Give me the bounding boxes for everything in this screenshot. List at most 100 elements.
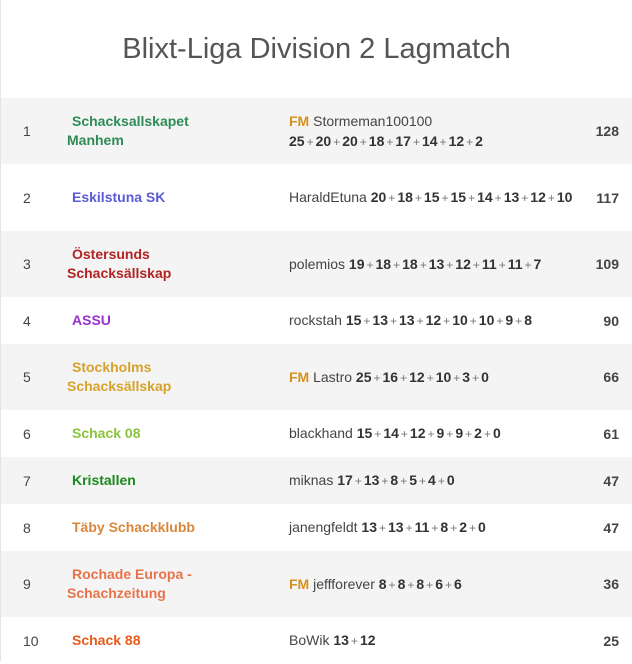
player-name[interactable]: BoWik	[289, 632, 334, 648]
plus-sign: +	[412, 134, 420, 149]
player-name[interactable]: Lastro	[313, 368, 356, 385]
team-link[interactable]: Rochade Europa - Schachzeitung	[67, 551, 289, 617]
plus-sign: +	[388, 577, 396, 592]
team-link[interactable]: Schacksallskapet Manhem	[67, 98, 289, 164]
table-row: 10 Schack 88 BoWik 13 +12 25	[1, 617, 632, 664]
team-link[interactable]: Eskilstuna SK	[67, 164, 289, 231]
player-score: 2	[475, 132, 483, 149]
player-scores-cell: blackhand 15 +14 +12 +9 +9 +2 +0	[289, 410, 589, 457]
player-name[interactable]: rockstah	[289, 312, 346, 328]
plus-sign: +	[389, 314, 397, 328]
plus-sign: +	[453, 370, 461, 385]
player-score: 3	[462, 368, 471, 385]
table-row: 5 Stockholms Schacksällskap FM Lastro 25 +1…	[1, 344, 632, 410]
player-score: 18	[397, 189, 413, 205]
plus-sign: +	[515, 314, 523, 328]
player-score: 12	[448, 132, 465, 149]
player-name[interactable]: janengfeldt	[289, 519, 362, 535]
player-score: 7	[533, 255, 542, 272]
plus-sign: +	[359, 134, 367, 149]
table-row: 7 Kristallen miknas 17 +13 +8 +5 +4 +0 47	[1, 457, 632, 504]
team-name[interactable]: ASSU	[72, 312, 111, 328]
player-scores-cell: HaraldEtuna 20 +18 +15 +15 +14 +13 +12 +10	[289, 164, 589, 231]
player-score: 15	[356, 425, 373, 441]
player-scores-cell: polemios 19 +18 +18 +13 +12 +11 +11 +7	[289, 231, 589, 297]
player-score: 18	[402, 255, 418, 272]
player-name[interactable]: Stormeman100100	[313, 112, 433, 129]
player-score: 13	[503, 189, 520, 205]
team-name[interactable]: Schacksallskapet Manhem	[67, 113, 189, 148]
team-name[interactable]: Rochade Europa - Schachzeitung	[67, 566, 192, 601]
player-score: 18	[375, 255, 392, 272]
team-name[interactable]: Täby Schackklubb	[72, 519, 195, 535]
plus-sign: +	[381, 474, 389, 488]
plus-sign: +	[465, 427, 473, 441]
player-score: 8	[524, 312, 532, 328]
player-score: 9	[505, 312, 514, 328]
player-name[interactable]: HaraldEtuna	[289, 189, 371, 205]
player-scores-cell: BoWik 13 +12	[289, 617, 589, 664]
plus-sign: +	[378, 521, 386, 535]
player-name[interactable]: polemios	[289, 255, 349, 272]
team-link[interactable]: Täby Schackklubb	[67, 504, 289, 551]
plus-sign: +	[350, 634, 358, 648]
table-row: 2 Eskilstuna SK HaraldEtuna 20 +18 +15 +15 +14…	[1, 164, 632, 231]
plus-sign: +	[426, 577, 434, 592]
player-score: 5	[409, 472, 418, 488]
plus-sign: +	[444, 577, 452, 592]
team-name[interactable]: Schack 88	[72, 632, 141, 648]
plus-sign: +	[419, 257, 427, 272]
plus-sign: +	[547, 191, 555, 205]
plus-sign: +	[333, 134, 341, 149]
team-name[interactable]: Kristallen	[72, 472, 136, 488]
plus-sign: +	[374, 427, 382, 441]
plus-sign: +	[405, 521, 413, 535]
plus-sign: +	[450, 521, 458, 535]
plus-sign: +	[472, 370, 480, 385]
team-link[interactable]: Schack 08	[67, 410, 289, 457]
plus-sign: +	[494, 191, 502, 205]
player-score: 8	[378, 575, 387, 592]
player-score: 13	[363, 472, 380, 488]
player-score: 13	[428, 255, 445, 272]
plus-sign: +	[400, 370, 408, 385]
plus-sign: +	[407, 577, 415, 592]
player-name[interactable]: blackhand	[289, 425, 357, 441]
plus-sign: +	[524, 257, 532, 272]
team-name[interactable]: Schack 08	[72, 425, 141, 441]
player-score: 9	[455, 425, 464, 441]
player-score: 2	[474, 425, 482, 441]
player-score: 8	[397, 575, 406, 592]
player-score: 13	[333, 632, 349, 648]
player-score: 8	[440, 519, 449, 535]
plus-sign: +	[472, 257, 480, 272]
player-score: 14	[477, 189, 493, 205]
team-link[interactable]: Östersunds Schacksällskap	[67, 231, 289, 297]
team-link[interactable]: ASSU	[67, 297, 289, 344]
team-total: 128	[595, 123, 619, 139]
page-title: Blixt-Liga Division 2 Lagmatch	[122, 32, 511, 65]
team-link[interactable]: Kristallen	[67, 457, 289, 504]
plus-sign: +	[468, 191, 476, 205]
team-link[interactable]: Stockholms Schacksällskap	[67, 344, 289, 410]
team-name[interactable]: Stockholms Schacksällskap	[67, 359, 172, 394]
standings-table: 1 Schacksallskapet Manhem FM Stormeman1001…	[1, 98, 632, 664]
player-score: 12	[359, 632, 376, 648]
player-score: 20	[315, 132, 332, 149]
plus-sign: +	[416, 314, 424, 328]
team-name[interactable]: Östersunds Schacksällskap	[67, 246, 172, 281]
team-name[interactable]: Eskilstuna SK	[72, 189, 166, 205]
plus-sign: +	[466, 134, 474, 149]
plus-sign: +	[388, 191, 396, 205]
team-link[interactable]: Schack 88	[67, 617, 289, 664]
plus-sign: +	[354, 474, 362, 488]
rank-cell: 8	[23, 519, 31, 536]
team-total: 47	[603, 472, 619, 489]
player-name[interactable]: jeffforever	[313, 575, 379, 592]
player-score: 12	[409, 368, 425, 385]
player-name[interactable]: miknas	[289, 472, 338, 488]
rank-cell: 10	[23, 632, 39, 649]
player-score: 10	[452, 312, 468, 328]
team-total: 61	[603, 425, 619, 442]
team-total: 117	[596, 189, 619, 206]
